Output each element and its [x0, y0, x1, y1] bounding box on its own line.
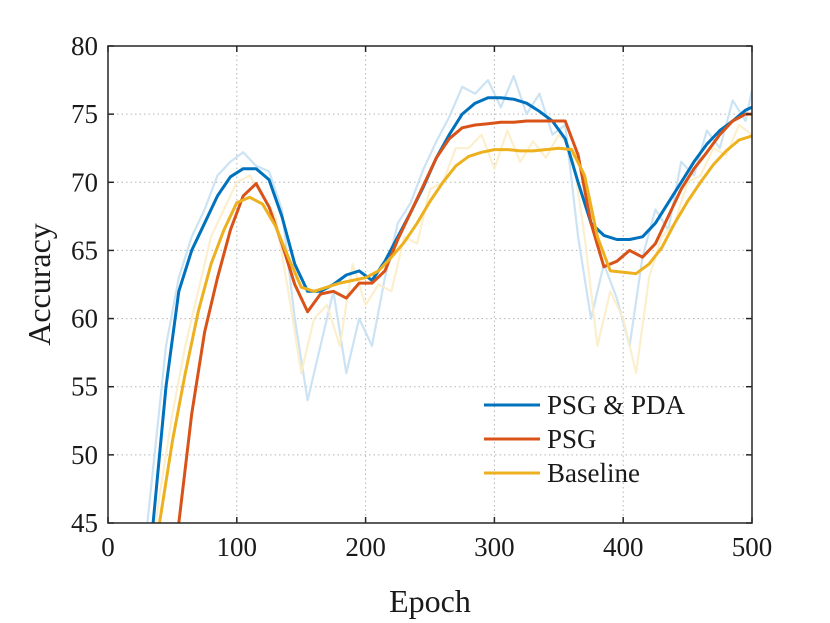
- y-axis-title: Accuracy: [21, 223, 57, 346]
- y-tick-label: 65: [71, 235, 98, 265]
- series-raw-line-psg-pda: [146, 74, 752, 523]
- raw-noisy-lines: [146, 74, 752, 523]
- legend: PSG & PDA PSG Baseline: [484, 390, 686, 488]
- x-tick-label: 400: [603, 532, 644, 562]
- x-axis-title: Epoch: [389, 583, 471, 619]
- y-tick-label: 70: [71, 167, 98, 197]
- x-tick-label: 500: [732, 532, 773, 562]
- x-tick-label: 200: [345, 532, 386, 562]
- series-line-baseline: [157, 134, 752, 523]
- plot-frame: [107, 45, 753, 524]
- x-tick-label: 100: [217, 532, 258, 562]
- legend-label: PSG & PDA: [547, 390, 686, 420]
- x-axis-ticks: 0 100 200 300 400 500: [101, 46, 772, 562]
- y-tick-label: 45: [71, 508, 98, 538]
- series-line-psg-pda: [151, 96, 752, 523]
- y-tick-label: 75: [71, 99, 98, 129]
- y-tick-label: 60: [71, 304, 98, 334]
- series-line-psg: [177, 112, 752, 523]
- x-tick-label: 300: [474, 532, 515, 562]
- y-tick-label: 55: [71, 372, 98, 402]
- series-raw-line-baseline: [154, 123, 752, 523]
- y-axis-ticks: 45 50 55 60 65 70 75 80: [71, 31, 752, 538]
- legend-label: Baseline: [547, 458, 640, 488]
- smoothed-series-lines: [151, 96, 752, 523]
- x-tick-label: 0: [101, 532, 115, 562]
- y-tick-label: 80: [71, 31, 98, 61]
- y-tick-label: 50: [71, 440, 98, 470]
- legend-label: PSG: [547, 424, 597, 454]
